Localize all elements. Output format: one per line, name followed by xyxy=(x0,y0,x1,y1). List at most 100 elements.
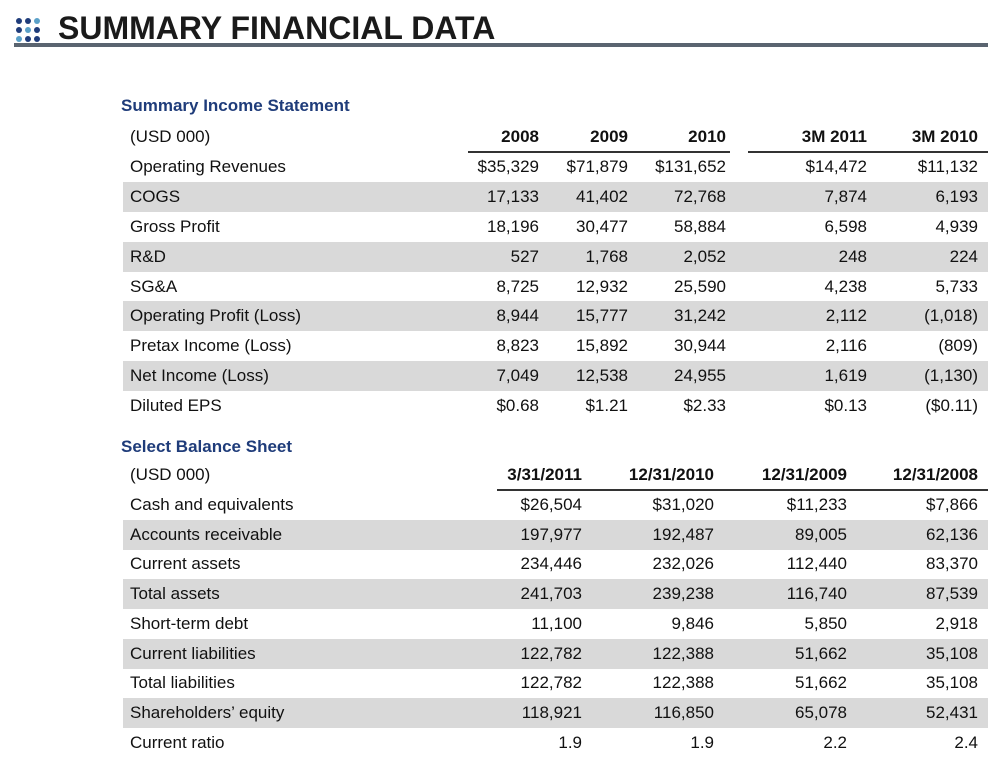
row-label: Operating Profit (Loss) xyxy=(130,306,302,326)
cell-value: 112,440 xyxy=(786,554,847,574)
row-label: Gross Profit xyxy=(130,216,220,236)
header-label: (USD 000) xyxy=(130,127,211,146)
cell-value: $1.21 xyxy=(585,396,628,416)
cell-value: 234,446 xyxy=(520,554,582,574)
cell-value: 2.2 xyxy=(823,732,847,752)
column-header: 2009 xyxy=(590,127,628,146)
row-label: R&D xyxy=(130,246,166,266)
cell-value: $0.68 xyxy=(496,396,539,416)
row-shade xyxy=(123,519,988,550)
cell-value: 5,733 xyxy=(935,276,978,296)
cell-value: 72,768 xyxy=(674,186,726,206)
cell-value: 83,370 xyxy=(926,554,978,574)
row-label: Net Income (Loss) xyxy=(130,366,269,386)
page-title: SUMMARY FINANCIAL DATA xyxy=(58,10,496,46)
cell-value: 239,238 xyxy=(652,584,714,603)
cell-value: 2.4 xyxy=(954,732,978,752)
cell-value: 11,100 xyxy=(531,613,582,633)
cell-value: 35,108 xyxy=(926,673,978,693)
cell-value: 6,193 xyxy=(935,186,978,206)
row-label: Short-term debt xyxy=(130,613,249,633)
row-label: Cash and equivalents xyxy=(130,494,294,514)
cell-value: 122,388 xyxy=(652,673,714,693)
cell-value: $131,652 xyxy=(655,156,726,176)
cell-value: 122,388 xyxy=(652,643,714,663)
cell-value: 41,402 xyxy=(576,186,628,206)
cell-value: $31,020 xyxy=(652,494,714,514)
title-rule xyxy=(14,43,988,47)
column-header: 12/31/2008 xyxy=(892,465,978,484)
cell-value: 12,538 xyxy=(576,366,628,386)
cell-value: 2,112 xyxy=(825,306,867,326)
cell-value: 1,768 xyxy=(585,246,628,266)
cell-value: 2,116 xyxy=(825,336,867,356)
cell-value: 122,782 xyxy=(520,643,582,663)
cell-value: $2.33 xyxy=(683,396,726,416)
cell-value: 62,136 xyxy=(926,524,978,544)
column-header: 3M 2011 xyxy=(801,127,867,146)
cell-value: 527 xyxy=(510,246,539,266)
section-title: Summary Income Statement xyxy=(121,96,350,115)
row-label: SG&A xyxy=(130,276,178,296)
cell-value: 2,918 xyxy=(935,613,978,633)
cell-value: 197,977 xyxy=(520,524,582,544)
row-shade xyxy=(123,638,988,669)
header-label: (USD 000) xyxy=(130,465,211,484)
cell-value: 89,005 xyxy=(795,524,847,544)
row-label: Pretax Income (Loss) xyxy=(130,336,292,356)
cell-value: 4,238 xyxy=(824,276,867,296)
cell-value: 118,921 xyxy=(521,703,582,722)
cell-value: $14,472 xyxy=(805,156,867,176)
cell-value: 116,740 xyxy=(786,584,847,603)
cell-value: 8,944 xyxy=(496,306,539,326)
row-label: Operating Revenues xyxy=(130,156,286,176)
cell-value: 30,477 xyxy=(576,216,628,236)
row-shade xyxy=(123,698,988,728)
row-label: COGS xyxy=(130,186,181,206)
cell-value: 18,196 xyxy=(487,216,539,236)
cell-value: (1,018) xyxy=(924,306,978,326)
cell-value: 192,487 xyxy=(652,524,714,544)
row-label: Total assets xyxy=(130,584,220,603)
cell-value: 7,049 xyxy=(496,366,539,386)
header-rule xyxy=(497,489,988,491)
row-label: Current assets xyxy=(130,554,241,574)
cell-value: (809) xyxy=(938,336,978,356)
cell-value: 1,619 xyxy=(824,366,867,386)
cell-value: $35,329 xyxy=(477,156,539,176)
cell-value: 116,850 xyxy=(653,703,714,722)
column-header: 12/31/2010 xyxy=(628,465,714,484)
cell-value: $0.13 xyxy=(824,396,867,416)
cell-value: $71,879 xyxy=(566,156,628,176)
column-header: 3/31/2011 xyxy=(507,465,582,484)
row-shade xyxy=(123,241,988,272)
cell-value: 87,539 xyxy=(926,584,978,603)
cell-value: $26,504 xyxy=(520,494,582,514)
cell-value: 122,782 xyxy=(520,673,582,693)
cell-value: 65,078 xyxy=(795,703,847,722)
header-rule xyxy=(748,151,988,153)
cell-value: 8,823 xyxy=(496,336,539,356)
cell-value: 7,874 xyxy=(824,186,867,206)
cell-value: 30,944 xyxy=(674,336,726,356)
row-shade xyxy=(123,181,988,212)
cell-value: 224 xyxy=(949,246,978,266)
cell-value: 12,932 xyxy=(576,276,628,296)
section-title: Select Balance Sheet xyxy=(121,437,293,456)
row-shade xyxy=(123,301,988,332)
cell-value: 2,052 xyxy=(683,246,726,266)
cell-value: 31,242 xyxy=(674,306,726,326)
cell-value: 24,955 xyxy=(674,366,726,386)
cell-value: ($0.11) xyxy=(925,396,978,416)
cell-value: 17,133 xyxy=(487,186,539,206)
column-header: 2008 xyxy=(501,127,539,146)
cell-value: 1.9 xyxy=(558,732,582,752)
row-shade xyxy=(123,579,988,609)
row-label: Current ratio xyxy=(130,732,225,752)
cell-value: 35,108 xyxy=(926,643,978,663)
cell-value: $11,233 xyxy=(786,494,847,514)
header-rule xyxy=(468,151,730,153)
cell-value: 58,884 xyxy=(674,216,726,236)
cell-value: 241,703 xyxy=(520,584,582,603)
